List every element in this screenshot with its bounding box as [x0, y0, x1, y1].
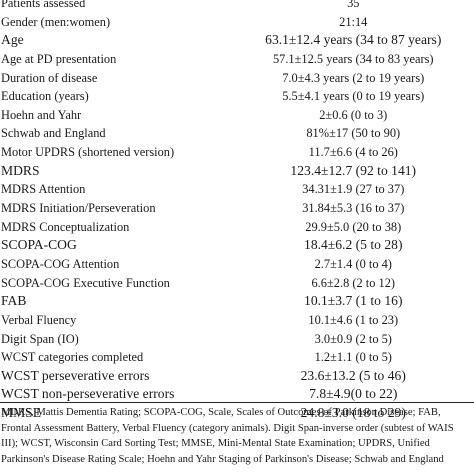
row-label: WCST non-perseverative errors: [1, 386, 175, 402]
table-row: Gender (men:women) 21:14: [0, 13, 474, 32]
row-label: WCST categories completed: [1, 350, 144, 365]
row-value: 21:14: [339, 14, 368, 29]
row-value: 7.0±4.3 years (2 to 19 years): [282, 70, 425, 85]
table-row: WCST non-perseverative errors 7.8±4.9(0 t…: [0, 385, 474, 404]
table-row: Patients assessed 35: [0, 0, 474, 13]
table-row: Age at PD presentation 57.1±12.5 years (3…: [0, 50, 474, 69]
table-row: Hoehn and Yahr 2±0.6 (0 to 3): [0, 106, 474, 125]
row-value: 2±0.6 (0 to 3): [319, 107, 388, 122]
table-row: MDRS Attention 34.31±1.9 (27 to 37): [0, 180, 474, 199]
table-row: Verbal Fluency 10.1±4.6 (1 to 23): [0, 311, 474, 330]
table-row: Digit Span (IO) 3.0±0.9 (2 to 5): [0, 330, 474, 349]
table-row: SCOPA-COG 18.4±6.2 (5 to 28): [0, 236, 474, 255]
row-label: Gender (men:women): [1, 14, 111, 29]
table-row: FAB 10.1±3.7 (1 to 16): [0, 292, 474, 311]
row-value: 6.6±2.8 (2 to 12): [311, 275, 396, 290]
row-label: Digit Span (IO): [1, 331, 79, 346]
row-value: 2.7±1.4 (0 to 4): [314, 256, 392, 271]
data-table: Patients assessed 35 Gender (men:women) 21:…: [0, 0, 474, 423]
table-row: Age 63.1±12.4 years (34 to 87 years): [0, 31, 474, 50]
table-row: Duration of disease 7.0±4.3 years (2 to 1…: [0, 69, 474, 88]
row-value: 81%±17 (50 to 90): [306, 126, 401, 141]
row-label: Education (years): [1, 89, 89, 104]
table-row: Motor UPDRS (shortened version) 11.7±6.6 …: [0, 143, 474, 162]
table-row: WCST categories completed 1.2±1.1 (0 to 5…: [0, 348, 474, 367]
row-value: 10.1±4.6 (1 to 23): [308, 312, 399, 327]
footnote-line: Frontal Assessment Battery, Verbal Fluen…: [1, 422, 454, 434]
row-label: FAB: [1, 293, 27, 309]
row-label: SCOPA-COG Attention: [1, 256, 120, 271]
row-label: WCST perseverative errors: [1, 367, 150, 383]
row-value: 31.84±5.3 (16 to 37): [302, 201, 405, 216]
row-label: Schwab and England: [1, 126, 106, 141]
footnote-line: Parkinson's Disease Rating Scale; Hoehn …: [1, 453, 444, 465]
row-value: 63.1±12.4 years (34 to 87 years): [265, 32, 442, 48]
table-row: MMSE 24.8±3.0 (18 to 29): [0, 404, 474, 423]
row-label: Hoehn and Yahr: [1, 107, 82, 122]
table-row: MDRS Conceptualization 29.9±5.0 (20 to 38…: [0, 218, 474, 237]
row-label: Patients assessed: [1, 0, 86, 10]
row-value: 3.0±0.9 (2 to 5): [314, 331, 392, 346]
row-value: 24.8±3.0 (18 to 29): [300, 405, 406, 421]
row-value: 29.9±5.0 (20 to 38): [305, 219, 402, 234]
table-row: Schwab and England 81%±17 (50 to 90): [0, 124, 474, 143]
row-value: 57.1±12.5 years (34 to 83 years): [272, 51, 434, 66]
row-value: 18.4±6.2 (5 to 28): [304, 237, 403, 253]
table-row: MDRS 123.4±12.7 (92 to 141): [0, 162, 474, 181]
footnote-line: III); WCST, Wisconsin Card Sorting Test;…: [1, 438, 430, 450]
row-value: 34.31±1.9 (27 to 37): [302, 182, 405, 197]
row-value: 1.2±1.1 (0 to 5): [314, 350, 392, 365]
row-value: 10.1±3.7 (1 to 16): [304, 293, 403, 309]
row-value: 123.4±12.7 (92 to 141): [290, 162, 417, 178]
row-label: SCOPA-COG Executive Function: [1, 275, 170, 290]
table-row: MDRS Initiation/Perseveration 31.84±5.3 (…: [0, 199, 474, 218]
row-label: MDRS Attention: [1, 182, 86, 197]
table-row: WCST perseverative errors 23.6±13.2 (5 to…: [0, 367, 474, 386]
row-value: 5.5±4.1 years (0 to 19 years): [282, 89, 425, 104]
row-label: Motor UPDRS (shortened version): [1, 145, 175, 160]
row-label: MDRS Conceptualization: [1, 219, 130, 234]
table-footnote: MDRS, Mattis Dementia Rating; SCOPA-COG,…: [1, 405, 473, 467]
row-label: SCOPA-COG: [1, 237, 77, 253]
row-value: 7.8±4.9(0 to 22): [309, 386, 398, 402]
footnote-line: MDRS, Mattis Dementia Rating; SCOPA-COG,…: [1, 407, 441, 418]
row-label: Duration of disease: [1, 70, 98, 85]
row-label: MMSE: [1, 405, 42, 421]
row-label: Verbal Fluency: [1, 312, 77, 327]
row-value: 11.7±6.6 (4 to 26): [308, 145, 398, 160]
table-row: Education (years) 5.5±4.1 years (0 to 19 …: [0, 87, 474, 106]
table-row: SCOPA-COG Attention 2.7±1.4 (0 to 4): [0, 255, 474, 274]
row-value: 35: [347, 0, 360, 10]
row-label: MDRS: [1, 162, 40, 178]
row-value: 23.6±13.2 (5 to 46): [300, 367, 406, 383]
row-label: Age at PD presentation: [1, 51, 117, 66]
table-row: SCOPA-COG Executive Function 6.6±2.8 (2 t…: [0, 274, 474, 293]
row-label: MDRS Initiation/Perseveration: [1, 201, 156, 216]
table-bottom-rule: [0, 402, 474, 403]
row-label: Age: [1, 32, 24, 48]
